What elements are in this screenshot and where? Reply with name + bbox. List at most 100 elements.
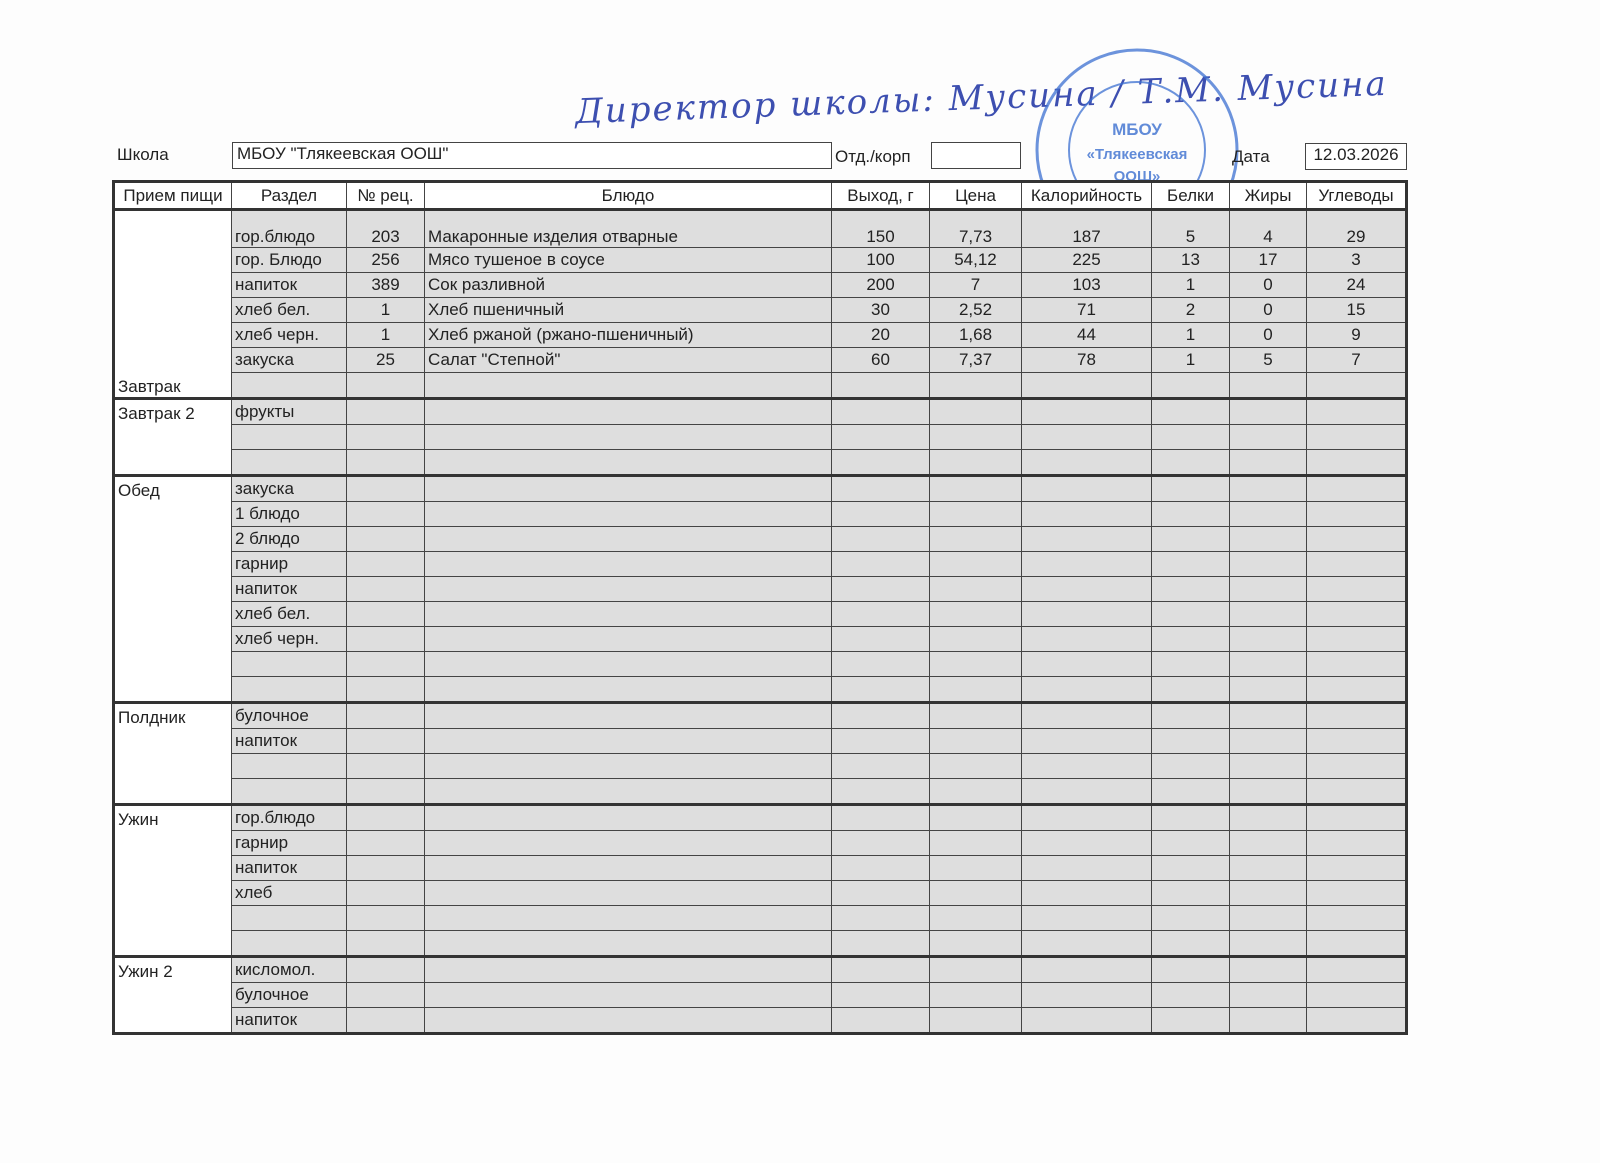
table-cell: 187 [1021,208,1152,248]
table-cell: Мясо тушеное в соусе [424,247,832,273]
table-cell [1151,753,1230,779]
column-header: Жиры [1229,181,1307,210]
table-cell [424,601,832,627]
table-cell [424,778,832,805]
table-cell [1021,626,1152,652]
table-cell [1021,424,1152,450]
table-cell: гарнир [231,551,347,577]
table-cell [1306,626,1407,652]
table-cell [1021,778,1152,805]
table-cell: 225 [1021,247,1152,273]
table-cell [1151,501,1230,527]
table-cell: 7 [1306,347,1407,373]
table-cell [1306,855,1407,881]
table-cell [424,576,832,602]
table-cell [1229,551,1307,577]
table-cell [1229,778,1307,805]
table-cell: закуска [231,474,347,502]
table-cell: 5 [1151,208,1230,248]
table-cell [929,955,1022,983]
table-cell [831,855,930,881]
table-cell [1306,803,1407,831]
table-row: напиток [114,576,1407,602]
table-cell [346,424,425,450]
table-cell [831,501,930,527]
table-cell [831,526,930,552]
table-cell [1306,601,1407,627]
svg-text:«Тлякеевская: «Тлякеевская [1087,146,1188,163]
column-header: Углеводы [1306,181,1407,210]
table-cell [1306,905,1407,931]
table-cell [424,728,832,754]
table-cell: 4 [1229,208,1307,248]
table-cell: 54,12 [929,247,1022,273]
table-cell [424,930,832,957]
table-cell [1229,930,1307,957]
table-cell: Макаронные изделия отварные [424,208,832,248]
table-cell [929,626,1022,652]
table-cell [1021,955,1152,983]
table-row: хлеб черн. [114,626,1407,652]
table-cell [929,651,1022,677]
table-cell [831,474,930,502]
table-cell [929,728,1022,754]
table-row: 1 блюдо [114,501,1407,527]
table-cell [231,905,347,931]
table-cell [1229,753,1307,779]
table-cell [831,551,930,577]
table-cell [831,372,930,399]
table-cell [1021,753,1152,779]
table-cell [1306,728,1407,754]
school-label: Школа [117,145,169,164]
table-cell [424,1007,832,1034]
table-cell [346,753,425,779]
table-cell: гарнир [231,830,347,856]
table-cell [346,778,425,805]
table-cell [346,501,425,527]
table-cell: 256 [346,247,425,273]
table-cell: булочное [231,982,347,1008]
table-cell [929,526,1022,552]
table-cell: 1 [1151,347,1230,373]
table-cell [1021,474,1152,502]
table-cell [1021,982,1152,1008]
table-row: 2 блюдо [114,526,1407,552]
table-cell [1021,651,1152,677]
meal-name: Обед [113,474,232,703]
table-cell: Хлеб ржаной (ржано-пшеничный) [424,322,832,348]
table-row: напиток [114,855,1407,881]
column-header: Калорийность [1021,181,1152,210]
table-cell: 1 [1151,272,1230,298]
table-cell [1021,372,1152,399]
table-cell [346,803,425,831]
table-cell [1021,728,1152,754]
table-cell [346,474,425,502]
table-cell: 203 [346,208,425,248]
table-cell [424,474,832,502]
table-cell [929,1007,1022,1034]
table-cell [831,955,930,983]
table-cell: 5 [1229,347,1307,373]
table-row [114,905,1407,931]
table-cell [1229,501,1307,527]
table-cell [831,424,930,450]
table-cell [929,803,1022,831]
table-cell [346,626,425,652]
table-cell: напиток [231,1007,347,1034]
table-cell [1021,905,1152,931]
table-cell [1229,424,1307,450]
table-cell [424,905,832,931]
table-cell [929,880,1022,906]
table-row: Обед закуска [113,474,1407,703]
table-cell [1306,701,1407,729]
dept-field [931,142,1021,169]
table-cell [1306,1007,1407,1034]
table-row: напиток 389 Сок разливной 200 7 103 1 0 24 [114,272,1407,298]
table-cell [1306,778,1407,805]
table-cell [1021,601,1152,627]
table-row: Ужин гор.блюдо [113,803,1407,957]
table-cell [1151,855,1230,881]
table-row: Полдник булочное [113,701,1407,805]
table-cell [1306,753,1407,779]
table-cell [1306,397,1407,425]
